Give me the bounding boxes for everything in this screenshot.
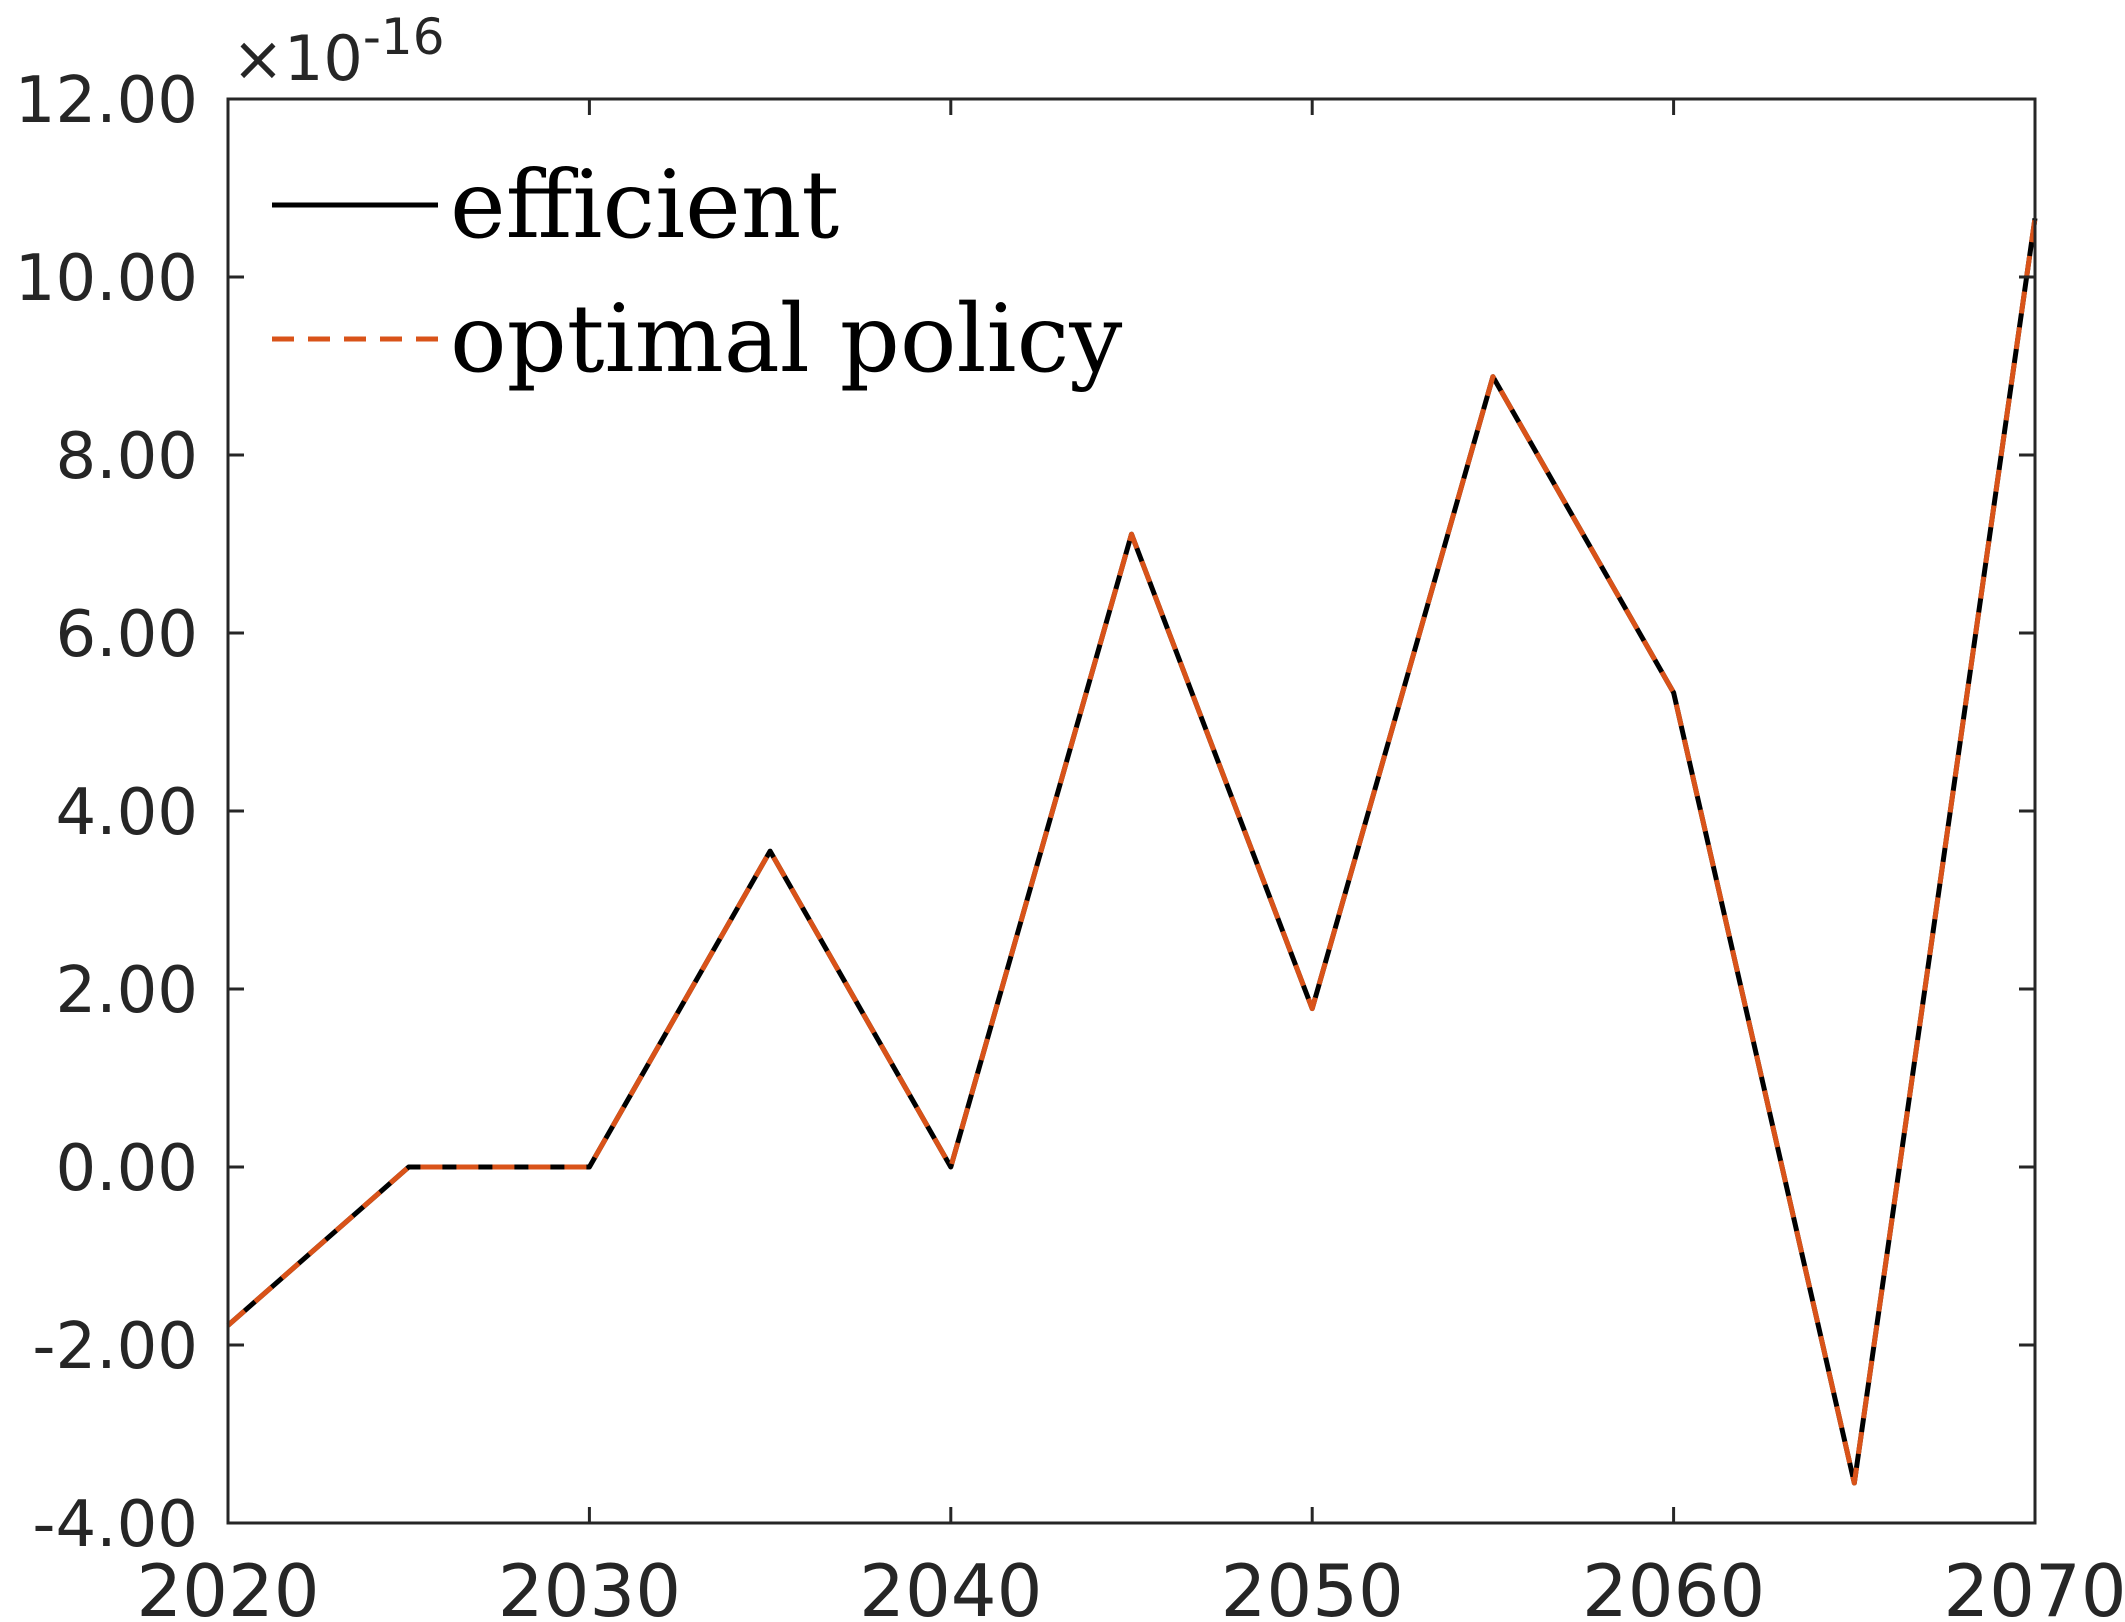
x-tick-label: 2040 [859,1549,1042,1622]
axes: 2020 2030 2040 2050 2060 2070 -4.00 -2.00 0.00 2.… [15,64,2125,1622]
series-line-optimal-policy [226,217,2038,1486]
legend-label: efficient [450,151,839,260]
x-tick-label: 2070 [1943,1549,2125,1622]
x-tick-label: 2060 [1582,1549,1765,1622]
plot-area [226,217,2038,1486]
y-tick-label: -2.00 [32,1310,198,1384]
legend-label: optimal policy [450,285,1122,394]
legend: efficient optimal policy [272,151,1122,394]
x-tick-label: 2030 [498,1549,681,1622]
y-tick-label: 10.00 [15,242,198,316]
y-tick-label: 4.00 [56,776,199,850]
y-tick-label: 8.00 [56,420,199,494]
x-tick-label: 2020 [136,1549,319,1622]
y-tick-label: 12.00 [15,64,198,138]
y-tick-label: 6.00 [56,598,199,672]
y-tick-label: 2.00 [56,954,199,1028]
y-tick-label: -4.00 [32,1488,198,1562]
x-tick-label: 2050 [1221,1549,1404,1622]
y-exponent-label: ×10-16 [232,8,445,95]
y-tick-label: 0.00 [56,1132,199,1206]
